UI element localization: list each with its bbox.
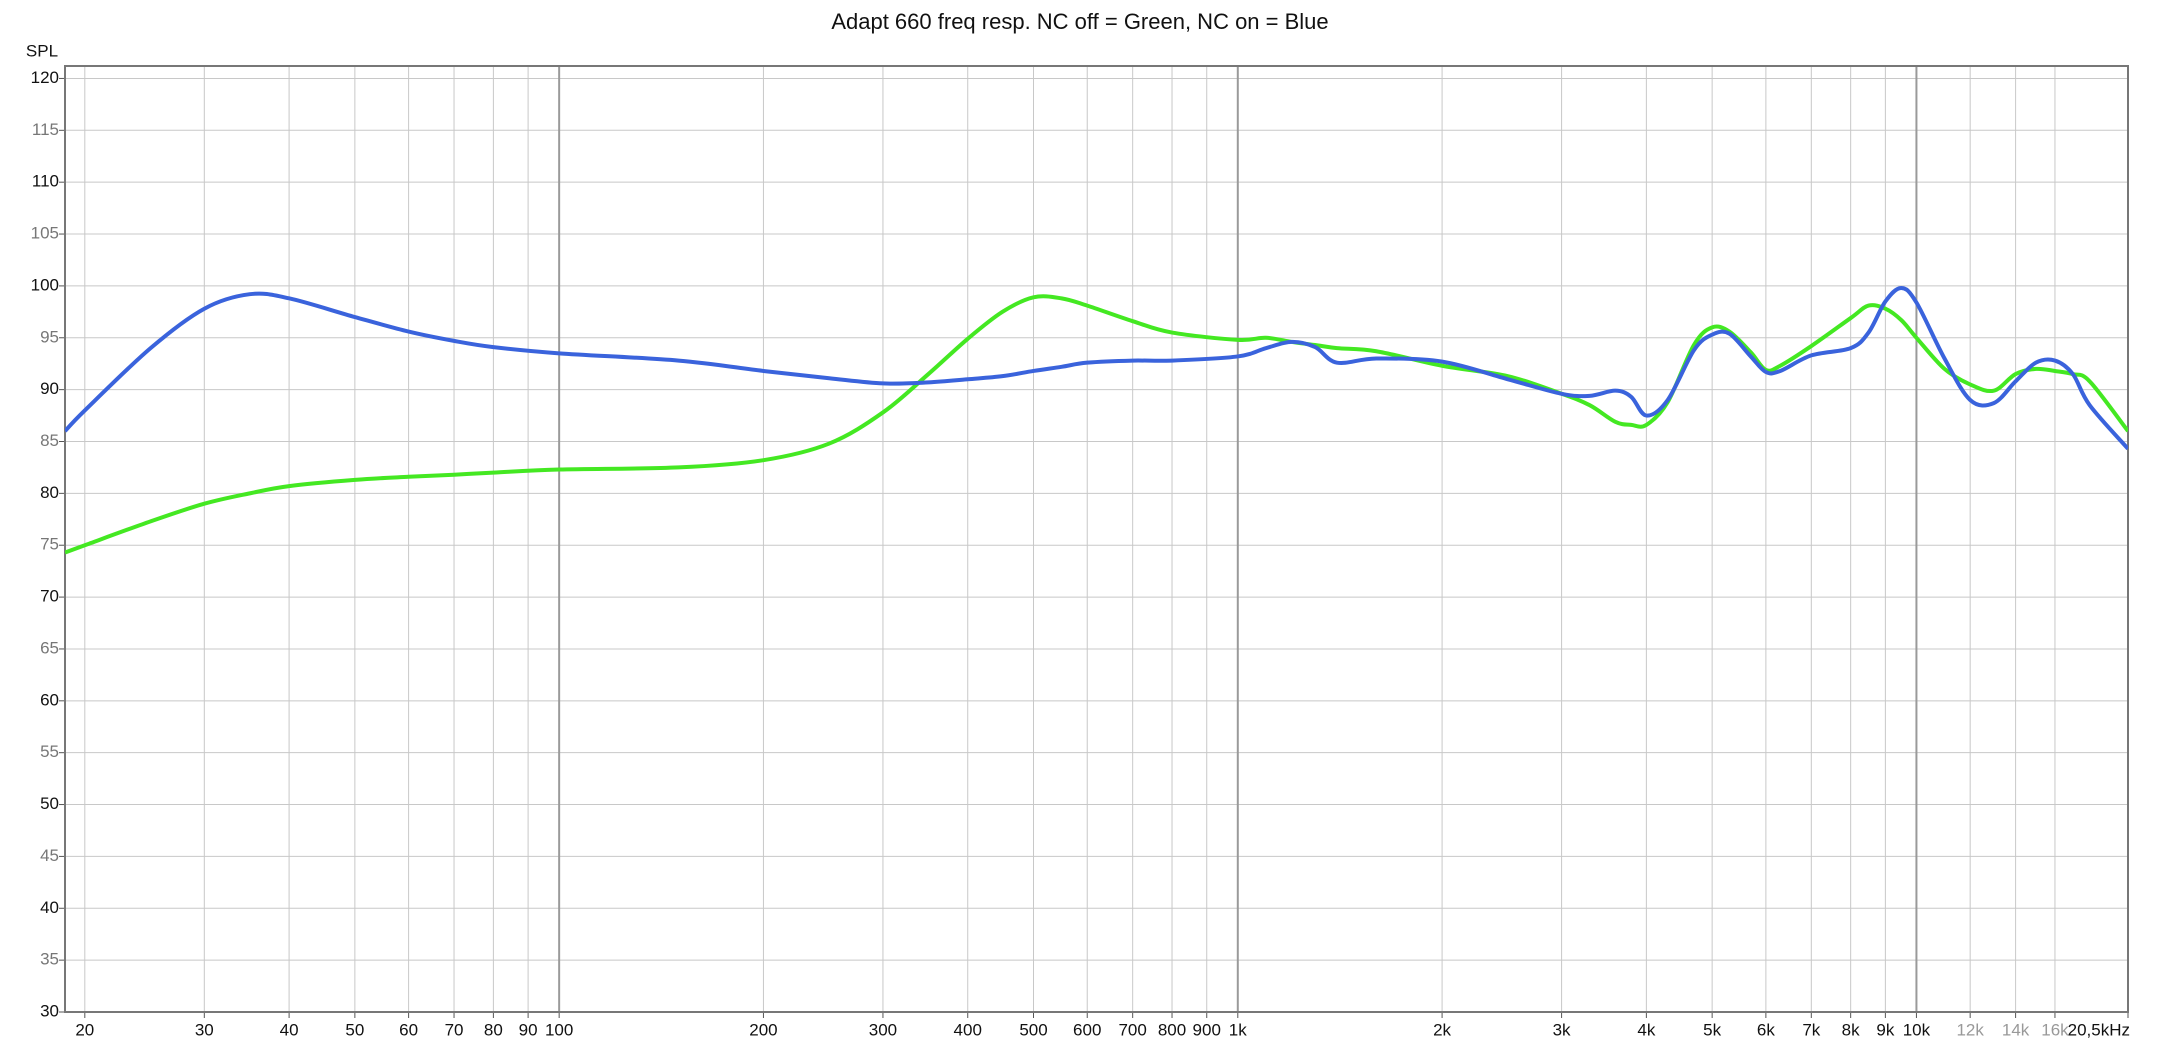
y-tick-label: 115 bbox=[32, 120, 59, 139]
x-tick-label: 200 bbox=[749, 1020, 777, 1039]
x-tick-label: 4k bbox=[1637, 1020, 1655, 1039]
x-tick-label: 16k bbox=[2041, 1020, 2069, 1039]
x-tick-label: 9k bbox=[1876, 1020, 1894, 1039]
y-tick-label: 40 bbox=[40, 898, 59, 917]
x-tick-label: 8k bbox=[1842, 1020, 1860, 1039]
y-tick-label: 60 bbox=[40, 690, 59, 709]
x-tick-label: 30 bbox=[195, 1020, 214, 1039]
plot-frame bbox=[64, 65, 2129, 1013]
y-tick-label: 45 bbox=[40, 846, 59, 865]
x-tick-label: 1k bbox=[1229, 1020, 1247, 1039]
x-tick-label: 6k bbox=[1757, 1020, 1775, 1039]
x-tick-label: 900 bbox=[1193, 1020, 1221, 1039]
y-tick-label: 35 bbox=[40, 950, 59, 969]
x-tick-label: 20 bbox=[75, 1020, 94, 1039]
y-tick-label: 95 bbox=[40, 327, 59, 346]
x-tick-label: 7k bbox=[1802, 1020, 1820, 1039]
x-tick-label: 300 bbox=[869, 1020, 897, 1039]
x-tick-label: 100 bbox=[545, 1020, 573, 1039]
x-tick-label: 400 bbox=[954, 1020, 982, 1039]
y-tick-label: 50 bbox=[40, 794, 59, 813]
x-tick-label: 70 bbox=[445, 1020, 464, 1039]
x-tick-label: 10k bbox=[1903, 1020, 1931, 1039]
y-axis-label: SPL bbox=[26, 41, 58, 60]
plot-area bbox=[65, 66, 2128, 1012]
y-tick-label: 110 bbox=[32, 172, 59, 191]
x-tick-label: 80 bbox=[484, 1020, 503, 1039]
x-tick-label: 90 bbox=[519, 1020, 538, 1039]
y-tick-label: 65 bbox=[40, 638, 59, 657]
x-tick-label: 800 bbox=[1158, 1020, 1186, 1039]
y-tick-label: 120 bbox=[31, 68, 59, 87]
x-tick-label: 5k bbox=[1703, 1020, 1721, 1039]
x-tick-label: 60 bbox=[399, 1020, 418, 1039]
x-tick-label: 2k bbox=[1433, 1020, 1451, 1039]
x-tick-label: 20,5kHz bbox=[2068, 1020, 2130, 1039]
x-tick-label: 500 bbox=[1019, 1020, 1047, 1039]
series-line bbox=[65, 294, 2128, 555]
y-tick-label: 55 bbox=[40, 742, 59, 761]
x-tick-label: 600 bbox=[1073, 1020, 1101, 1039]
y-tick-label: 100 bbox=[31, 275, 59, 294]
series-line bbox=[65, 285, 2128, 451]
y-tick-label: 80 bbox=[40, 483, 59, 502]
y-tick-label: 85 bbox=[40, 431, 59, 450]
y-tick-label: 105 bbox=[31, 224, 59, 243]
x-tick-label: 12k bbox=[1956, 1020, 1984, 1039]
y-tick-label: 75 bbox=[40, 535, 59, 554]
y-tick-label: 70 bbox=[40, 587, 59, 606]
y-tick-label: 90 bbox=[40, 379, 59, 398]
chart-title: Adapt 660 freq resp. NC off = Green, NC … bbox=[831, 9, 1328, 34]
x-tick-label: 14k bbox=[2002, 1020, 2030, 1039]
x-tick-label: 40 bbox=[280, 1020, 299, 1039]
x-tick-label: 3k bbox=[1553, 1020, 1571, 1039]
y-tick-label: 30 bbox=[40, 1001, 59, 1020]
x-tick-label: 50 bbox=[345, 1020, 364, 1039]
x-tick-label: 700 bbox=[1118, 1020, 1146, 1039]
